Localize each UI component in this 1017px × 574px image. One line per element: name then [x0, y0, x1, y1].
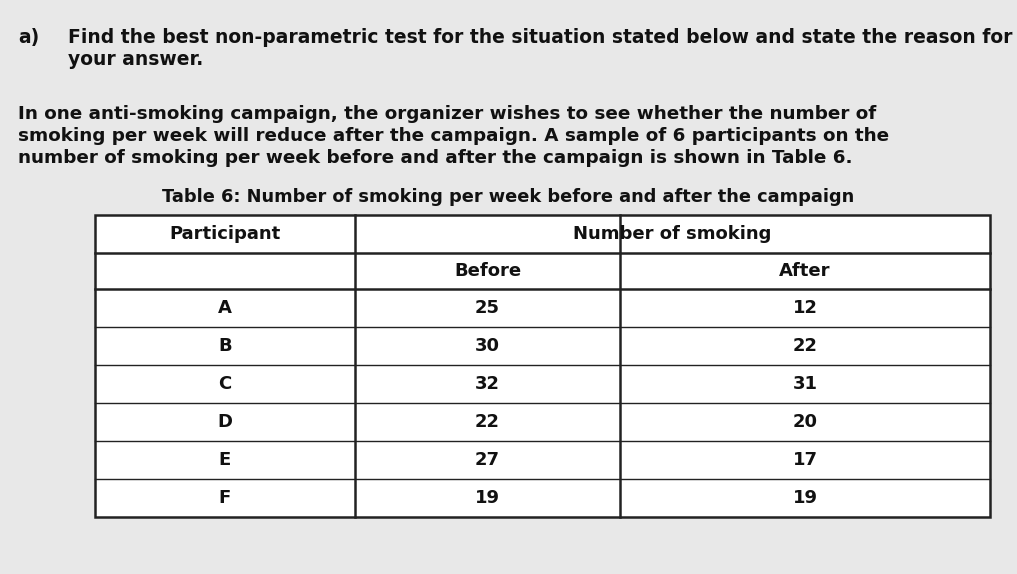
- Text: 19: 19: [475, 489, 500, 507]
- Text: Participant: Participant: [170, 225, 281, 243]
- Text: 27: 27: [475, 451, 500, 469]
- Text: a): a): [18, 28, 40, 47]
- Text: Table 6: Number of smoking per week before and after the campaign: Table 6: Number of smoking per week befo…: [162, 188, 854, 206]
- Text: 31: 31: [792, 375, 818, 393]
- Text: After: After: [779, 262, 831, 280]
- Text: Find the best non-parametric test for the situation stated below and state the r: Find the best non-parametric test for th…: [68, 28, 1013, 47]
- Text: D: D: [218, 413, 233, 431]
- Text: your answer.: your answer.: [68, 50, 203, 69]
- Text: 17: 17: [792, 451, 818, 469]
- Text: C: C: [219, 375, 232, 393]
- Text: E: E: [219, 451, 231, 469]
- Bar: [95, 215, 990, 517]
- Text: Number of smoking: Number of smoking: [574, 225, 772, 243]
- Text: 32: 32: [475, 375, 500, 393]
- Text: 30: 30: [475, 337, 500, 355]
- Text: 25: 25: [475, 299, 500, 317]
- Text: F: F: [219, 489, 231, 507]
- Text: B: B: [219, 337, 232, 355]
- Text: smoking per week will reduce after the campaign. A sample of 6 participants on t: smoking per week will reduce after the c…: [18, 127, 889, 145]
- Text: 19: 19: [792, 489, 818, 507]
- Text: 12: 12: [792, 299, 818, 317]
- Text: In one anti-smoking campaign, the organizer wishes to see whether the number of: In one anti-smoking campaign, the organi…: [18, 105, 877, 123]
- Text: 22: 22: [475, 413, 500, 431]
- Text: 22: 22: [792, 337, 818, 355]
- Text: A: A: [218, 299, 232, 317]
- Text: Before: Before: [454, 262, 521, 280]
- Text: 20: 20: [792, 413, 818, 431]
- Text: number of smoking per week before and after the campaign is shown in Table 6.: number of smoking per week before and af…: [18, 149, 852, 167]
